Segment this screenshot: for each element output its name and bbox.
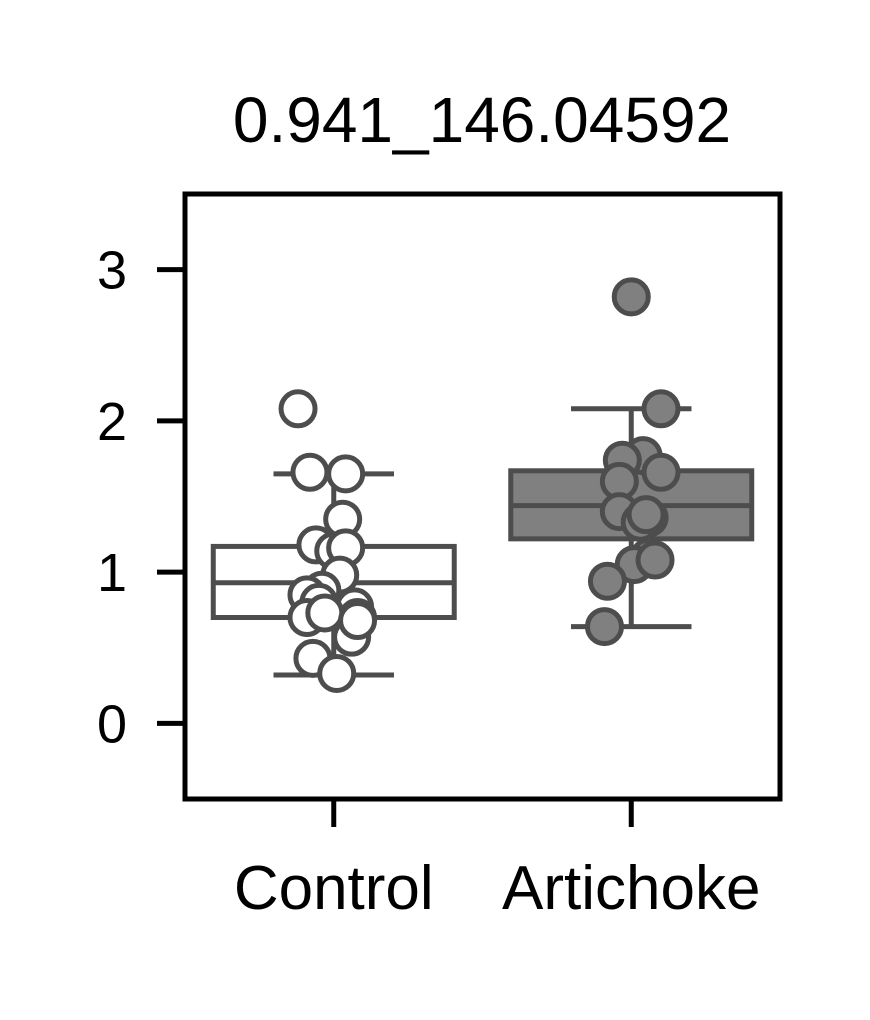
x-tick-label-control: Control <box>234 854 434 923</box>
plot-frame <box>182 191 783 802</box>
data-point <box>635 540 675 580</box>
data-point <box>626 495 666 535</box>
data-point <box>641 452 681 492</box>
box-group-control <box>210 389 457 693</box>
y-axis: 0 1 2 3 <box>97 241 185 754</box>
data-point <box>338 601 378 641</box>
data-point <box>305 593 345 633</box>
data-point <box>584 607 624 647</box>
data-point <box>641 389 681 429</box>
data-point <box>611 277 651 317</box>
data-point <box>326 454 366 494</box>
plot-area <box>210 277 755 693</box>
box-group-artichoke <box>508 277 755 647</box>
data-point <box>290 452 330 492</box>
x-axis: Control Artichoke <box>234 799 760 923</box>
y-tick-label: 0 <box>97 694 127 754</box>
y-tick-label: 3 <box>97 241 127 301</box>
x-tick-label-artichoke: Artichoke <box>502 854 760 923</box>
y-tick-label: 2 <box>97 392 127 452</box>
data-point <box>278 389 318 429</box>
data-point <box>317 653 357 693</box>
data-point <box>587 561 627 601</box>
chart-title: 0.941_146.04592 <box>233 84 731 156</box>
y-tick-label: 1 <box>97 543 127 603</box>
